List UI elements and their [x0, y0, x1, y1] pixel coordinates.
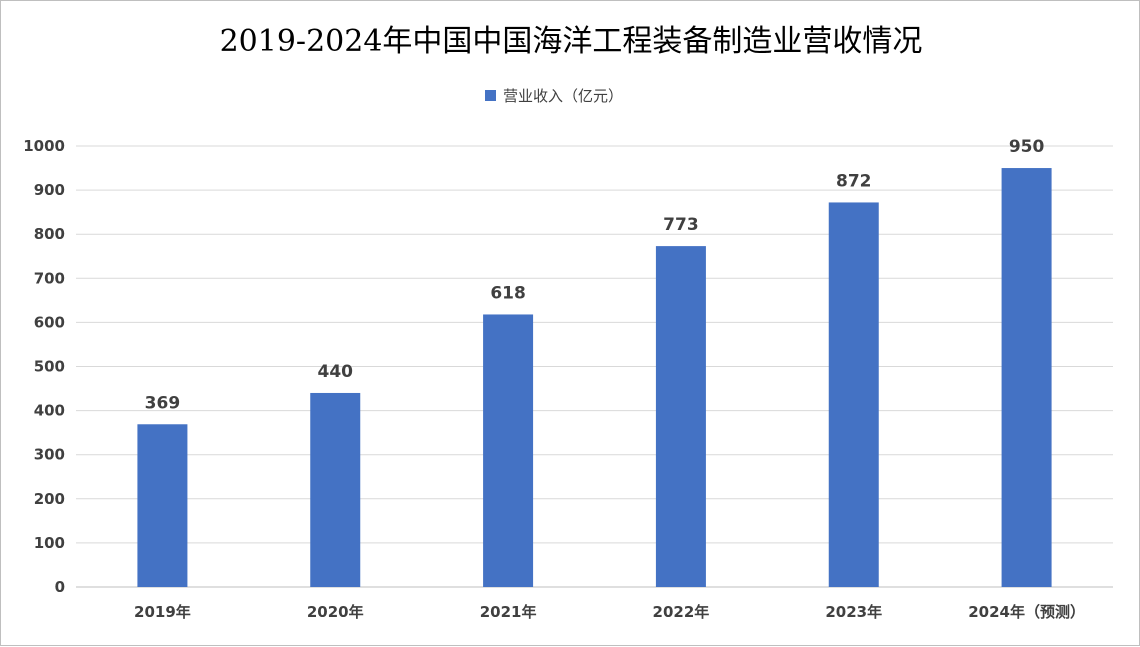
data-label: 872 — [836, 171, 872, 191]
x-category-label: 2019年 — [134, 603, 191, 621]
bar — [828, 202, 879, 587]
x-category-label: 2022年 — [653, 603, 710, 621]
x-category-label: 2021年 — [480, 603, 537, 621]
bar — [1001, 168, 1052, 588]
data-label: 618 — [490, 283, 526, 303]
y-tick-label: 100 — [34, 534, 65, 552]
y-tick-label: 500 — [34, 358, 65, 376]
bar — [655, 246, 706, 587]
x-category-label: 2020年 — [307, 603, 364, 621]
x-category-label: 2024年（预测） — [968, 603, 1085, 621]
data-labels: 369 440 618 773 872 950 — [145, 137, 1045, 413]
y-tick-label: 200 — [34, 490, 65, 508]
y-tick-label: 400 — [34, 402, 65, 420]
y-axis-ticks: 0 100 200 300 400 500 600 700 800 900 1000 — [23, 137, 65, 596]
data-label: 773 — [663, 215, 699, 235]
data-label: 950 — [1009, 137, 1045, 157]
y-tick-label: 300 — [34, 446, 65, 464]
legend-swatch — [485, 90, 496, 101]
y-tick-label: 700 — [34, 269, 65, 287]
y-tick-label: 800 — [34, 225, 65, 243]
y-tick-label: 1000 — [23, 137, 65, 155]
x-category-label: 2023年 — [825, 603, 882, 621]
data-label: 369 — [145, 393, 181, 413]
bar — [483, 314, 534, 587]
bar — [310, 392, 361, 587]
y-tick-label: 900 — [34, 181, 65, 199]
data-label: 440 — [318, 362, 354, 382]
legend-label: 营业收入（亿元） — [503, 87, 623, 105]
y-tick-label: 0 — [55, 578, 65, 596]
bar — [137, 424, 188, 587]
legend: 营业收入（亿元） — [485, 87, 623, 105]
gridlines — [76, 145, 1113, 588]
chart-title: 2019-2024年中国中国海洋工程装备制造业营收情况 — [220, 24, 923, 59]
x-axis-categories: 2019年 2020年 2021年 2022年 2023年 2024年（预测） — [134, 603, 1085, 621]
bars — [137, 168, 1052, 588]
y-tick-label: 600 — [34, 313, 65, 331]
